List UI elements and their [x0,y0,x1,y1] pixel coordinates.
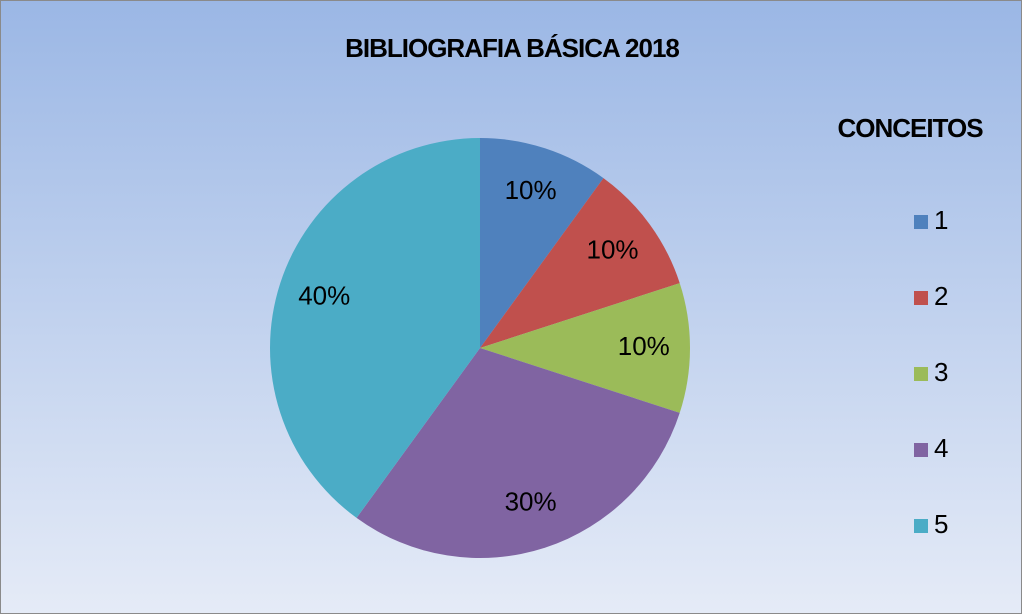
pie-slice [270,138,480,518]
data-label: 10% [586,235,638,265]
data-label: 40% [298,280,350,310]
legend-title: CONCEITOS [837,113,983,143]
pie-slice [480,138,604,348]
pie-slice [356,348,680,558]
legend-label: 4 [934,433,948,463]
data-label: 10% [618,331,670,361]
legend-label: 5 [934,509,948,539]
legend-swatch [914,443,928,457]
legend-swatch [914,367,928,381]
pie-slice [480,283,690,413]
legend-label: 1 [934,205,948,235]
chart-title: BIBLIOGRAFIA BÁSICA 2018 [345,33,679,63]
data-label: 10% [505,175,557,205]
data-label: 30% [505,487,557,517]
legend-swatch [914,519,928,533]
legend-label: 3 [934,357,948,387]
pie-slice [480,178,680,348]
legend-swatch [914,291,928,305]
legend-swatch [914,215,928,229]
legend-label: 2 [934,281,948,311]
